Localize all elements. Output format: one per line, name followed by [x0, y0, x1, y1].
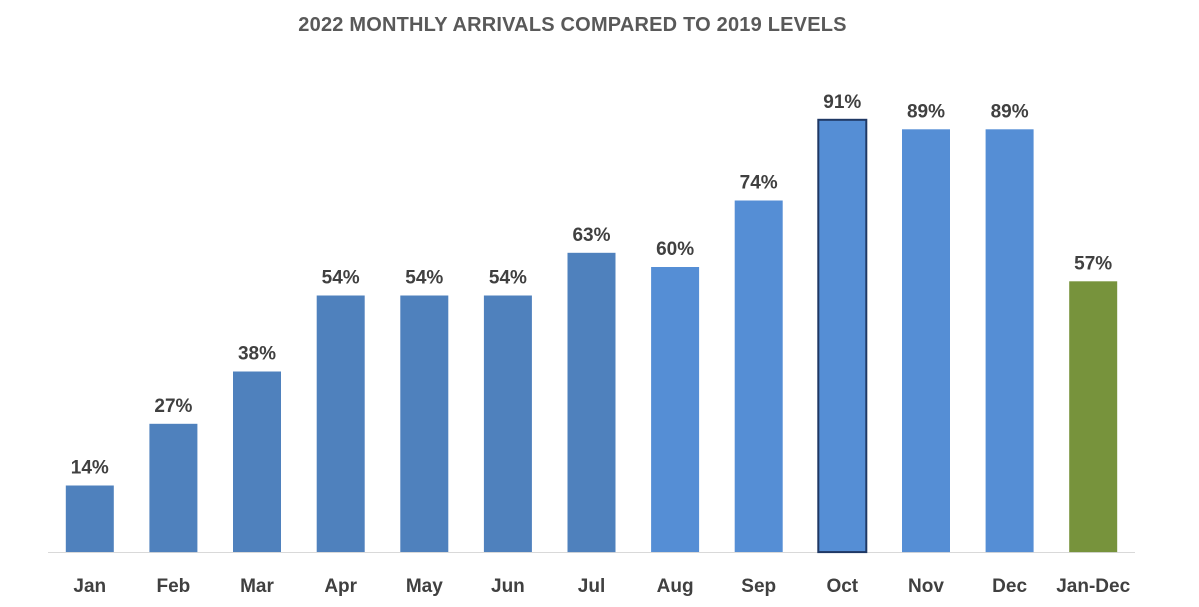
x-tick-label-dec: Dec	[992, 576, 1027, 597]
x-tick-label-apr: Apr	[324, 576, 357, 597]
bar-mar	[233, 371, 281, 552]
data-label-sep: 74%	[740, 173, 778, 194]
x-tick-label-may: May	[406, 576, 443, 597]
data-label-mar: 38%	[238, 344, 276, 365]
x-tick-label-mar: Mar	[240, 576, 274, 597]
x-tick-label-jan-dec: Jan-Dec	[1056, 576, 1130, 597]
data-label-aug: 60%	[656, 239, 694, 260]
bar-nov	[902, 129, 950, 553]
bar-oct	[817, 118, 868, 554]
x-tick-label-feb: Feb	[157, 576, 191, 597]
x-tick-label-sep: Sep	[741, 576, 776, 597]
data-label-apr: 54%	[322, 268, 360, 289]
x-tick-label-jun: Jun	[491, 576, 525, 597]
bar-jan	[65, 485, 114, 552]
bar-jan-dec	[1069, 281, 1118, 553]
bar-jun	[483, 295, 532, 552]
data-label-may: 54%	[405, 268, 443, 289]
data-label-feb: 27%	[154, 396, 192, 417]
data-label-jan-dec: 57%	[1074, 253, 1112, 274]
data-label-jun: 54%	[489, 268, 527, 289]
bar-jul	[567, 252, 616, 553]
chart-title: 2022 MONTHLY ARRIVALS COMPARED TO 2019 L…	[298, 14, 847, 36]
bar-aug	[651, 267, 700, 552]
data-label-jan: 14%	[71, 458, 109, 479]
x-tick-label-nov: Nov	[908, 576, 944, 597]
x-tick-label-oct: Oct	[826, 576, 858, 597]
bar-sep	[734, 200, 783, 552]
x-tick-label-jul: Jul	[578, 576, 605, 597]
data-label-jul: 63%	[572, 225, 610, 246]
data-label-dec: 89%	[991, 101, 1029, 122]
bar-dec	[985, 129, 1034, 553]
data-label-nov: 89%	[907, 101, 945, 122]
x-tick-label-aug: Aug	[657, 576, 694, 597]
x-tick-label-jan: Jan	[73, 576, 106, 597]
bar-apr	[316, 295, 365, 552]
bar-may	[400, 295, 449, 552]
data-label-oct: 91%	[823, 92, 861, 113]
bar-feb	[149, 423, 198, 553]
